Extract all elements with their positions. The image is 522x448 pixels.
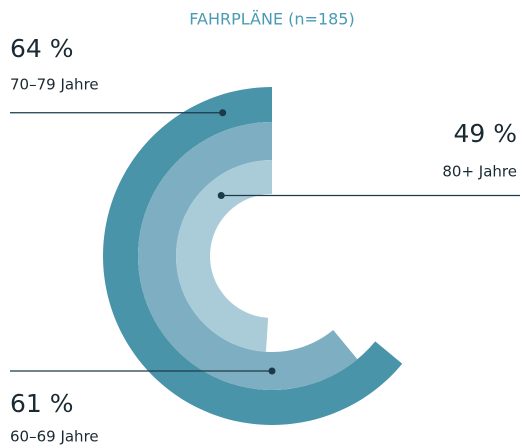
ring-bar bbox=[175, 160, 272, 352]
value-label: 49 % bbox=[453, 119, 517, 148]
leader-dot bbox=[268, 367, 276, 375]
ring-bar bbox=[138, 122, 358, 391]
category-label: 60–69 Jahre bbox=[10, 428, 99, 446]
leader-dot bbox=[219, 109, 227, 117]
value-label: 61 % bbox=[10, 389, 74, 418]
chart-title: FAHRPLÄNE (n=185) bbox=[189, 10, 354, 29]
value-label: 64 % bbox=[10, 34, 74, 63]
category-label: 70–79 Jahre bbox=[10, 76, 99, 94]
leader-dot bbox=[217, 191, 225, 199]
ring-bar bbox=[102, 87, 403, 426]
category-label: 80+ Jahre bbox=[442, 163, 517, 181]
